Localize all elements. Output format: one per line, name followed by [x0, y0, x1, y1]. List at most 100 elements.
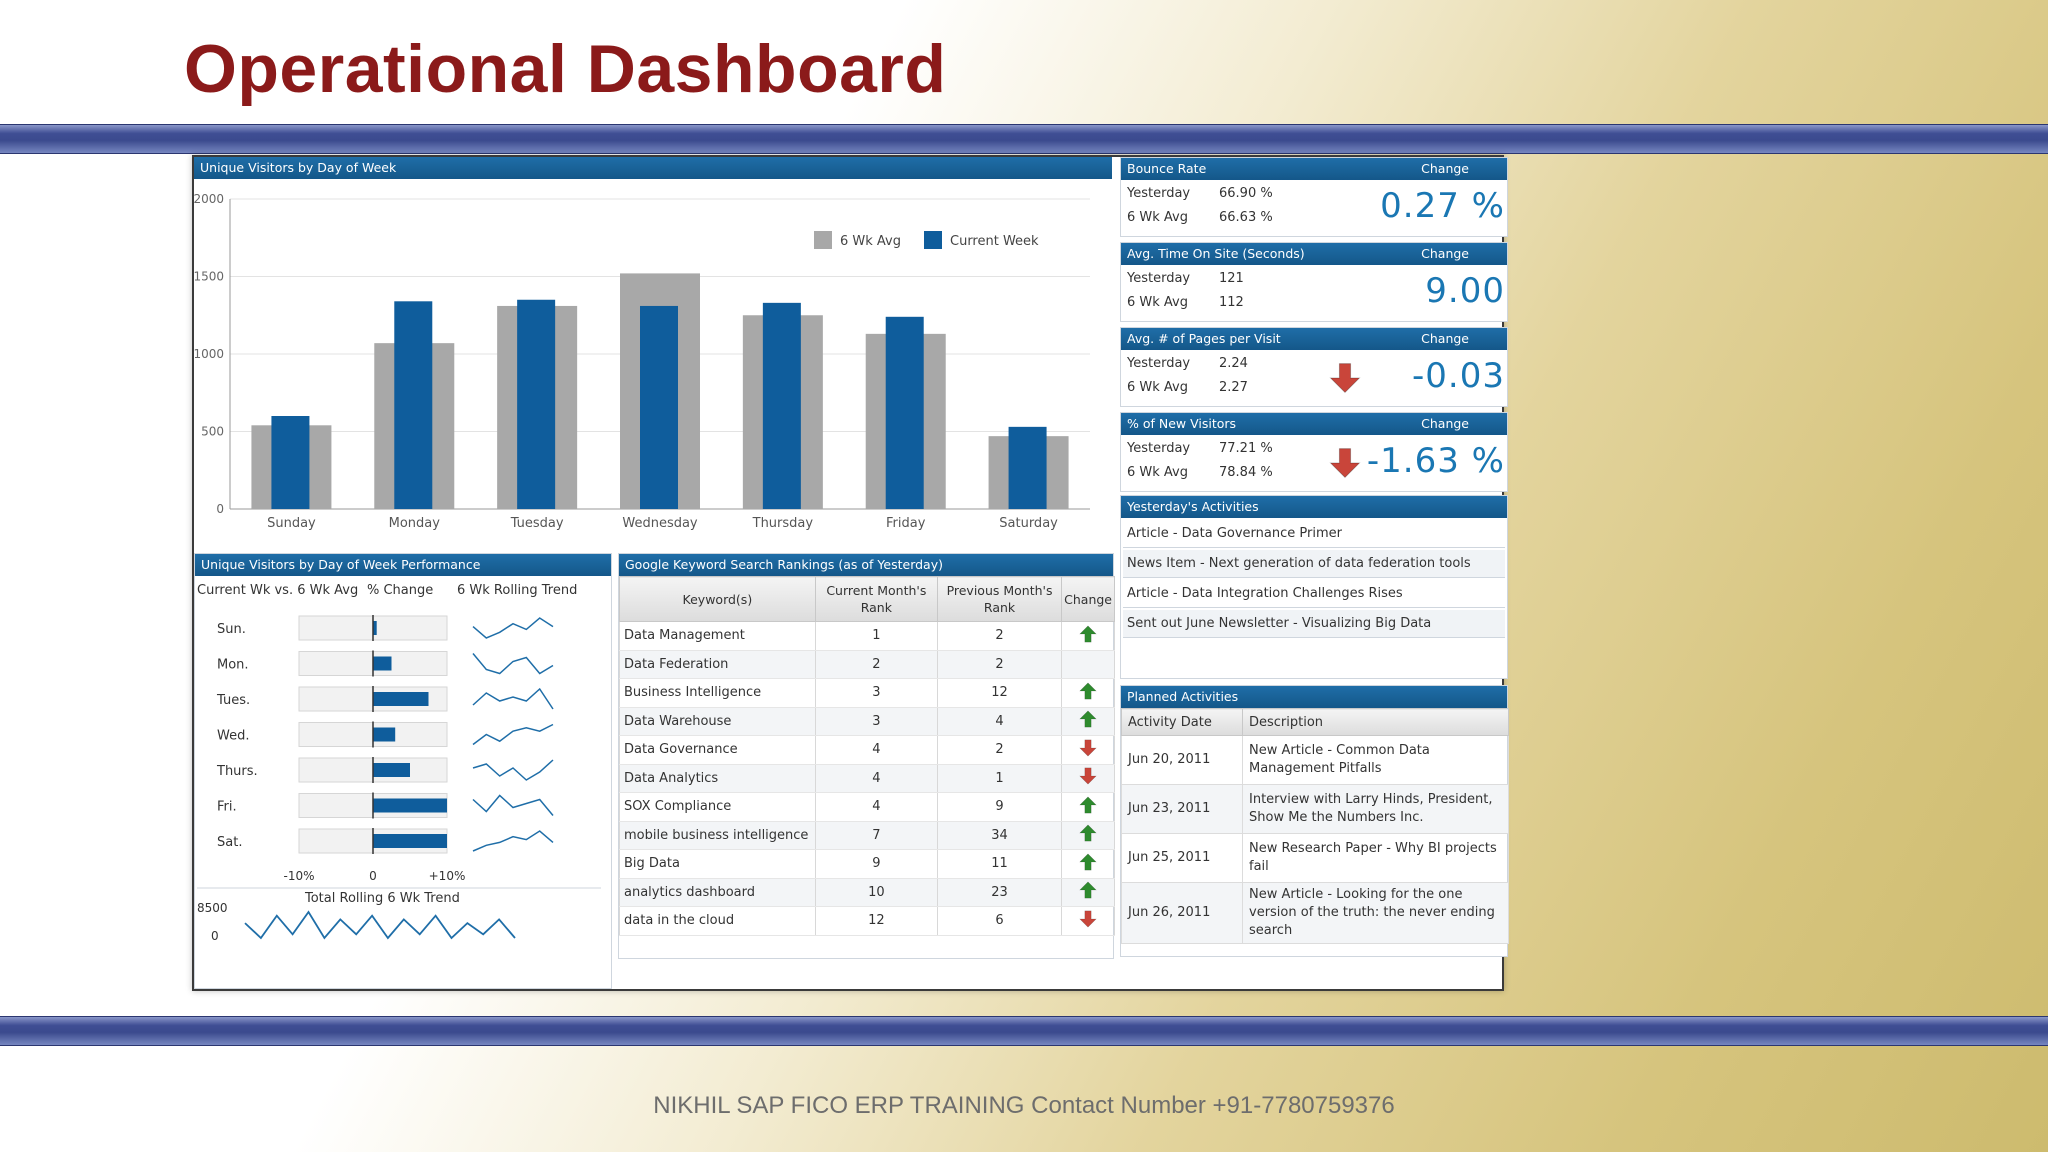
- keyword-rankings-panel: Google Keyword Search Rankings (as of Ye…: [618, 553, 1115, 959]
- performance-bar[interactable]: [373, 834, 447, 848]
- kpi-yesterday-value: 66.90 %: [1219, 186, 1273, 201]
- kpi-avg-label: 6 Wk Avg: [1127, 295, 1188, 310]
- current-rank-header-line2: Rank: [860, 600, 892, 615]
- performance-col-header: Current Wk vs. 6 Wk Avg: [197, 583, 358, 598]
- performance-bar[interactable]: [373, 692, 429, 706]
- total-trend-ymin: 0: [211, 929, 219, 943]
- kpi-title: Bounce Rate Change: [1121, 158, 1507, 180]
- performance-day-label: Sun.: [217, 622, 246, 637]
- performance-col-header: 6 Wk Rolling Trend: [457, 583, 577, 598]
- keyword-row[interactable]: Business Intelligence 3 12: [619, 678, 1115, 708]
- x-category-label: Tuesday: [510, 516, 564, 531]
- legend-swatch: [924, 231, 942, 249]
- bar-current-week[interactable]: [394, 301, 433, 509]
- keyword-rankings-title: Google Keyword Search Rankings (as of Ye…: [619, 554, 1113, 576]
- kpi-yesterday-label: Yesterday: [1127, 356, 1191, 371]
- keyword-row[interactable]: analytics dashboard 10 23: [619, 878, 1115, 907]
- kpi-avg-row: 6 Wk Avg 2.27: [1127, 380, 1248, 395]
- performance-sparkline: [472, 830, 554, 852]
- keyword-col-header[interactable]: Keyword(s): [619, 576, 816, 622]
- yesterday-activity-item[interactable]: Sent out June Newsletter - Visualizing B…: [1123, 610, 1505, 638]
- kpi-arrow: [1329, 447, 1361, 483]
- planned-activity-row[interactable]: Jun 20, 2011 New Article - Common Data Ma…: [1121, 735, 1509, 785]
- arrow-down-icon: [1079, 739, 1097, 757]
- planned-activity-row[interactable]: Jun 26, 2011 New Article - Looking for th…: [1121, 882, 1509, 944]
- performance-day-label: Mon.: [217, 658, 249, 673]
- keyword-row[interactable]: mobile business intelligence 7 34: [619, 821, 1115, 850]
- arrow-up-icon: [1079, 796, 1097, 814]
- performance-sparkline: [472, 653, 554, 675]
- keyword-row[interactable]: Big Data 9 11: [619, 849, 1115, 879]
- performance-bar[interactable]: [373, 656, 392, 671]
- kpi-change-value: 9.00: [1425, 271, 1505, 311]
- kpi-yesterday-row: Yesterday 66.90 %: [1127, 186, 1273, 201]
- arrow-down-icon: [1329, 363, 1361, 394]
- keyword-row[interactable]: Data Warehouse 3 4: [619, 707, 1115, 736]
- bar-current-week[interactable]: [885, 316, 924, 509]
- y-tick-label: 500: [201, 425, 224, 439]
- current-rank-cell: 4: [814, 764, 938, 793]
- keyword-row[interactable]: Data Management 1 2: [619, 621, 1115, 651]
- kpi-yesterday-value: 121: [1219, 271, 1244, 286]
- kpi-avg-value: 112: [1219, 295, 1244, 310]
- previous-rank-cell: 6: [936, 906, 1063, 936]
- bar-current-week[interactable]: [762, 302, 801, 509]
- performance-bar[interactable]: [373, 621, 377, 635]
- keyword-row[interactable]: Data Federation 2 2: [619, 650, 1115, 679]
- keyword-rankings-table: Keyword(s) Current Month's Rank Previous…: [619, 576, 1115, 936]
- change-cell: [1061, 906, 1115, 936]
- performance-axis-label: +10%: [429, 869, 466, 883]
- y-tick-label: 1500: [194, 270, 224, 284]
- kpi-title-text: Avg. Time On Site (Seconds): [1127, 246, 1305, 261]
- y-tick-label: 0: [216, 502, 224, 516]
- keyword-row[interactable]: Data Analytics 4 1: [619, 764, 1115, 793]
- performance-bar[interactable]: [373, 727, 396, 742]
- visitors-bar-chart: 2000 1500 1000 500 0 Sunday Monday Tuesday Wedne…: [194, 192, 1090, 531]
- kpi-title-text: Bounce Rate: [1127, 161, 1207, 176]
- current-rank-header-line1: Current Month's: [826, 583, 927, 598]
- performance-axis-label: -10%: [283, 869, 314, 883]
- yesterday-activity-item[interactable]: Article - Data Integration Challenges Ri…: [1123, 580, 1505, 608]
- current-rank-col-header[interactable]: Current Month's Rank: [814, 576, 938, 622]
- bar-current-week[interactable]: [640, 305, 678, 509]
- performance-chart: Current Wk vs. 6 Wk Avg % Change 6 Wk Roll…: [197, 583, 601, 943]
- keyword-cell: data in the cloud: [619, 906, 816, 936]
- bar-current-week[interactable]: [517, 299, 556, 509]
- kpi-arrow: [1329, 362, 1361, 398]
- performance-axis-label: 0: [369, 869, 377, 883]
- arrow-down-icon: [1329, 448, 1361, 479]
- previous-rank-col-header[interactable]: Previous Month's Rank: [936, 576, 1063, 622]
- yesterday-activity-item[interactable]: Article - Data Governance Primer: [1123, 520, 1505, 548]
- keyword-cell: Data Governance: [619, 735, 816, 765]
- change-col-header[interactable]: Change: [1061, 576, 1115, 622]
- kpi-change-label: Change: [1421, 331, 1469, 346]
- yesterday-activity-item[interactable]: News Item - Next generation of data fede…: [1123, 550, 1505, 578]
- keyword-cell: Data Federation: [619, 650, 816, 679]
- keyword-row[interactable]: Data Governance 4 2: [619, 735, 1115, 765]
- yesterday-activities-title: Yesterday's Activities: [1121, 496, 1507, 518]
- planned-date-cell: Jun 26, 2011: [1121, 882, 1243, 944]
- kpi-yesterday-row: Yesterday 121: [1127, 271, 1244, 286]
- bar-current-week[interactable]: [1008, 426, 1047, 509]
- planned-header-row: Activity Date Description: [1121, 708, 1509, 736]
- planned-activity-row[interactable]: Jun 25, 2011 New Research Paper - Why BI …: [1121, 833, 1509, 883]
- performance-bar[interactable]: [373, 763, 410, 777]
- performance-day-label: Tues.: [216, 693, 250, 708]
- current-rank-cell: 7: [814, 821, 938, 850]
- keyword-row[interactable]: SOX Compliance 4 9: [619, 792, 1115, 822]
- activity-date-col-header[interactable]: Activity Date: [1121, 708, 1243, 736]
- total-trend-label: Total Rolling 6 Wk Trend: [304, 891, 460, 906]
- planned-activity-row[interactable]: Jun 23, 2011 Interview with Larry Hinds, …: [1121, 784, 1509, 834]
- kpi-avg-value: 2.27: [1219, 380, 1248, 395]
- change-cell: [1061, 878, 1115, 907]
- keyword-row[interactable]: data in the cloud 12 6: [619, 906, 1115, 936]
- kpi-yesterday-value: 77.21 %: [1219, 441, 1273, 456]
- keyword-cell: Data Analytics: [619, 764, 816, 793]
- performance-day-label: Wed.: [217, 729, 249, 744]
- performance-col-header: % Change: [367, 583, 433, 598]
- bar-current-week[interactable]: [271, 416, 310, 509]
- performance-bar[interactable]: [373, 798, 447, 813]
- current-rank-cell: 10: [814, 878, 938, 907]
- previous-rank-header-line2: Rank: [983, 600, 1016, 615]
- description-col-header[interactable]: Description: [1242, 708, 1509, 736]
